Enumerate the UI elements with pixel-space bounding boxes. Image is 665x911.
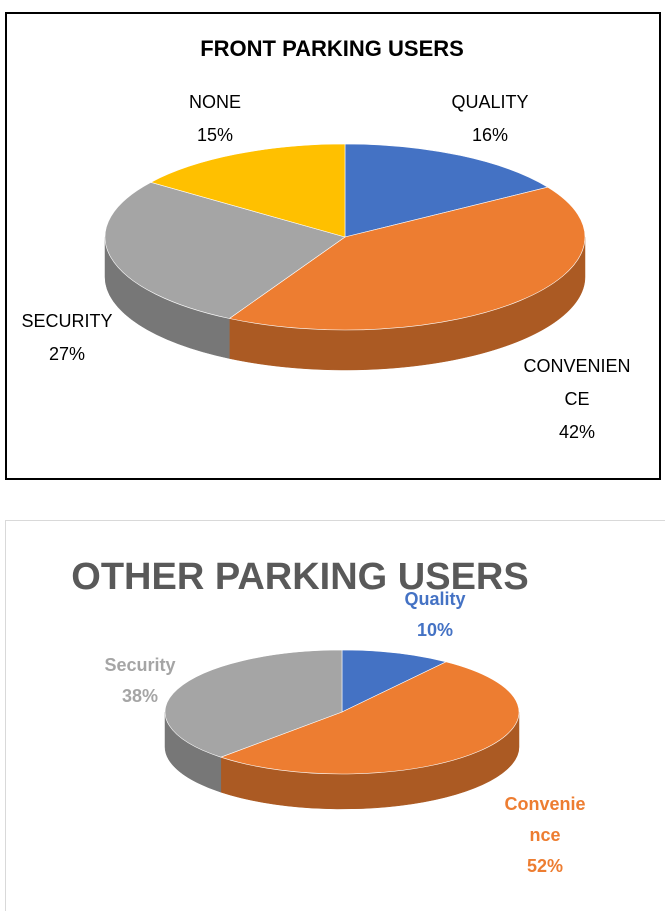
- slice-top: [341, 649, 447, 713]
- chart-title: OTHER PARKING USERS: [71, 556, 529, 598]
- label-category: QUALITY: [451, 92, 529, 112]
- label-category: CONVENIENCE: [523, 356, 631, 409]
- chart-frame: [5, 520, 665, 911]
- data-label: Convenience 52%: [502, 789, 588, 882]
- chart-frame: [5, 12, 661, 480]
- data-label: QUALITY 16%: [436, 86, 544, 152]
- chart-title: FRONT PARKING USERS: [200, 36, 464, 61]
- label-value: 38%: [121, 686, 159, 706]
- label-value: 10%: [416, 620, 454, 640]
- pie-slice: [150, 143, 346, 238]
- pie-slice: [164, 649, 343, 793]
- data-label: NONE 15%: [161, 86, 269, 152]
- label-value: 42%: [558, 422, 596, 442]
- slice-top: [228, 186, 586, 331]
- slice-top: [150, 143, 346, 238]
- label-value: 15%: [196, 125, 234, 145]
- label-value: 27%: [48, 344, 86, 364]
- pie-slice: [344, 143, 549, 238]
- label-category: NONE: [188, 92, 241, 112]
- label-value: 16%: [471, 125, 509, 145]
- label-category: Convenience: [504, 794, 586, 845]
- label-category: SECURITY: [21, 311, 113, 331]
- label-value: 52%: [526, 856, 564, 876]
- data-label: CONVENIENCE 42%: [523, 350, 631, 449]
- label-category: Security: [104, 655, 176, 675]
- pie-slice: [104, 182, 346, 359]
- label-category: Quality: [404, 589, 466, 609]
- slice-top: [344, 143, 549, 238]
- data-label: Security 38%: [97, 650, 183, 712]
- slice-top: [219, 661, 520, 775]
- data-label: SECURITY 27%: [13, 305, 121, 371]
- data-label: Quality 10%: [392, 584, 478, 646]
- slice-top: [164, 649, 343, 758]
- pie-slice: [341, 649, 447, 713]
- slice-top: [104, 182, 346, 319]
